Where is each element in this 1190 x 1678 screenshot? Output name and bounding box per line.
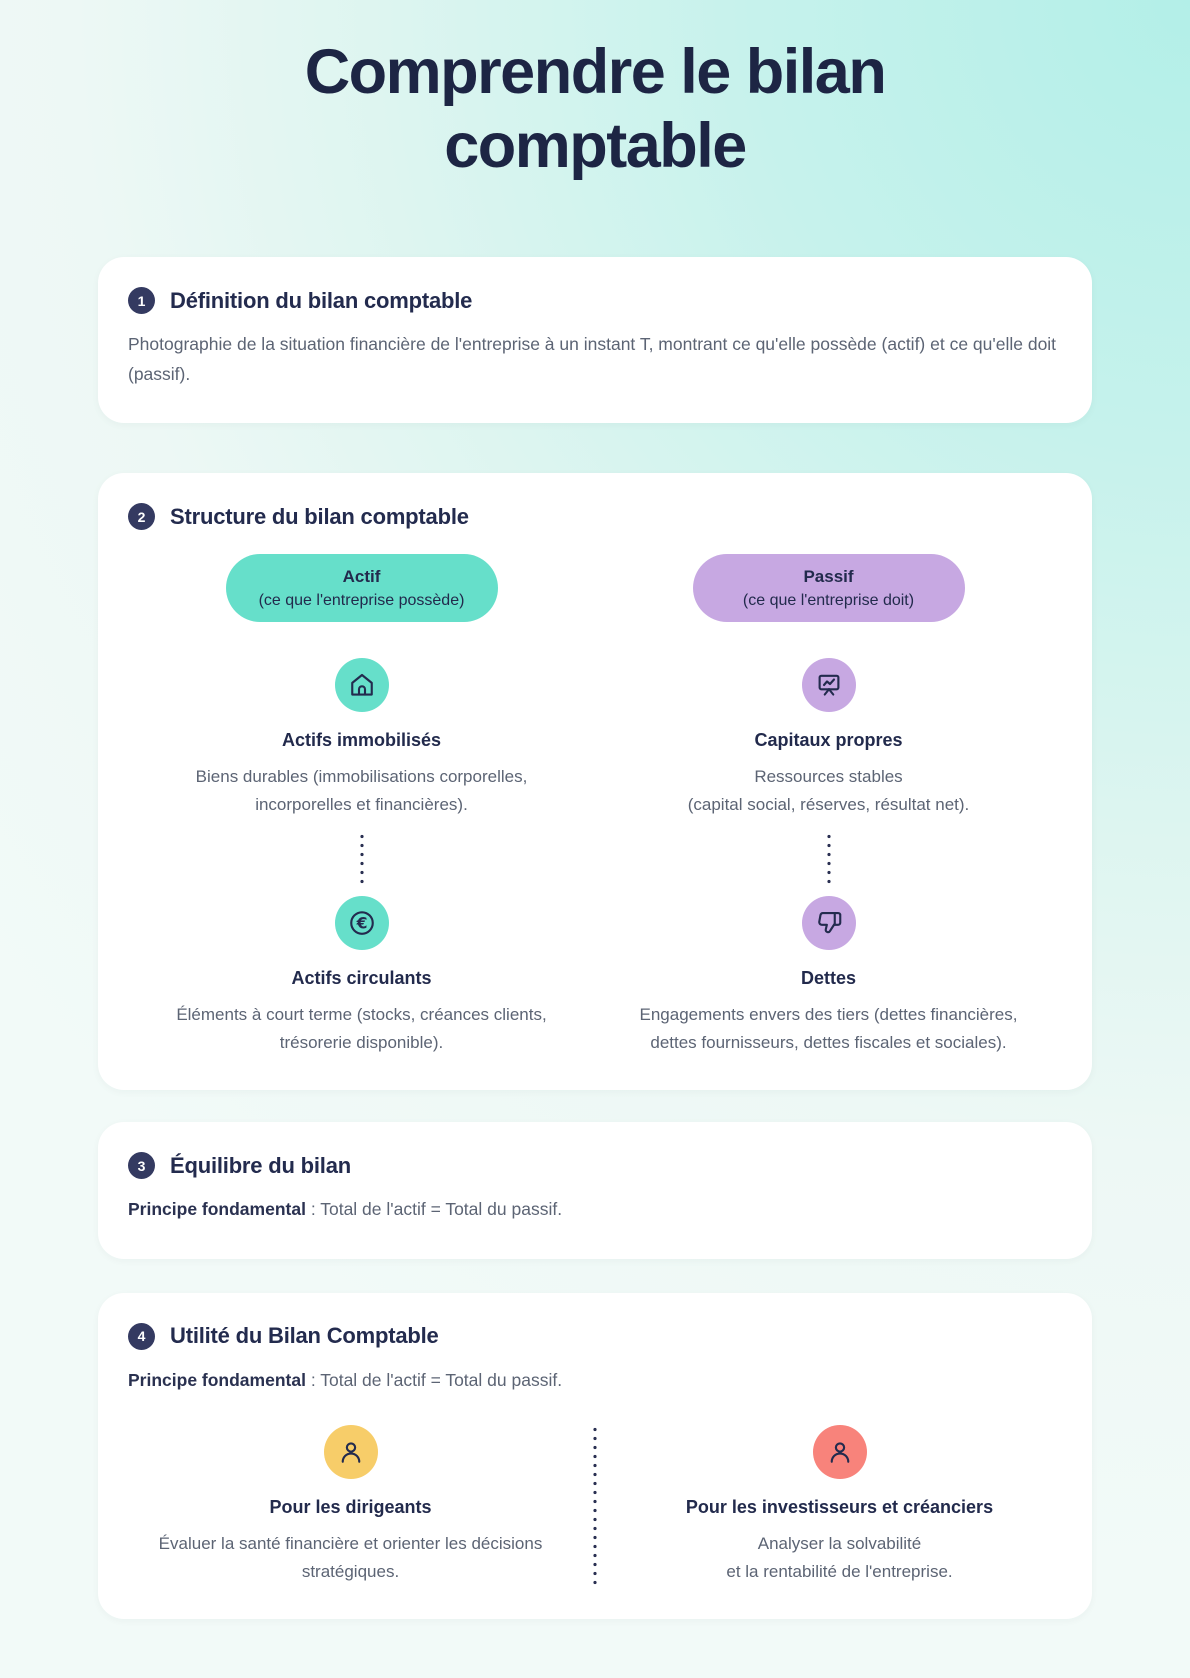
section-heading: Équilibre du bilan bbox=[170, 1152, 351, 1178]
column-actif: Actif (ce que l'entreprise possède) Acti… bbox=[128, 530, 595, 1056]
house-icon bbox=[347, 670, 377, 700]
euro-icon: € bbox=[347, 908, 377, 938]
item-title: Actifs circulants bbox=[291, 968, 432, 989]
presentation-chart-icon bbox=[814, 670, 844, 700]
column-dirigeants: Pour les dirigeants Évaluer la santé fin… bbox=[128, 1424, 573, 1585]
section-number-badge: 1 bbox=[128, 287, 155, 315]
item-text: Biens durables (immobilisations corporel… bbox=[195, 767, 528, 814]
passif-pill-title: Passif bbox=[803, 567, 854, 587]
item-text: Engagements envers des tiers (dettes fin… bbox=[639, 1005, 1018, 1052]
section-definition: 1 Définition du bilan comptable Photogra… bbox=[98, 257, 1092, 424]
column-passif: Passif (ce que l'entreprise doit) bbox=[595, 530, 1062, 1056]
capitaux-propres-icon-circle bbox=[801, 658, 856, 713]
principle-text: : Total de l'actif = Total du passif. bbox=[305, 1199, 563, 1220]
section-utilite: 4 Utilité du Bilan Comptable Principe fo… bbox=[98, 1292, 1092, 1620]
section-number-badge: 2 bbox=[128, 503, 155, 531]
actifs-immobilises-icon-circle bbox=[334, 658, 389, 713]
section-heading: Définition du bilan comptable bbox=[170, 287, 473, 313]
actifs-circulants-icon-circle: € bbox=[334, 896, 389, 951]
actif-pill-subtitle: (ce que l'entreprise possède) bbox=[258, 591, 465, 609]
item-title: Pour les investisseurs et créanciers bbox=[685, 1496, 994, 1517]
item-title: Capitaux propres bbox=[754, 730, 903, 751]
item-title: Actifs immobilisés bbox=[281, 730, 442, 751]
item-title: Pour les dirigeants bbox=[269, 1496, 432, 1517]
dirigeants-icon-circle bbox=[323, 1424, 378, 1479]
section-body-text: Photographie de la situation financière … bbox=[128, 334, 1057, 384]
infographic-page: Comprendre le bilan comptable 1 Définiti… bbox=[0, 36, 1190, 1620]
actif-pill-title: Actif bbox=[342, 567, 381, 587]
section-number-badge: 4 bbox=[128, 1322, 155, 1350]
dotted-connector bbox=[826, 832, 831, 885]
passif-pill: Passif (ce que l'entreprise doit) bbox=[692, 554, 965, 623]
person-icon bbox=[336, 1437, 366, 1467]
item-text: Ressources stables (capital social, rése… bbox=[687, 767, 970, 814]
investisseurs-icon-circle bbox=[812, 1424, 867, 1479]
principle-label: Principe fondamental bbox=[128, 1369, 306, 1390]
section-equilibre: 3 Équilibre du bilan Principe fondamenta… bbox=[98, 1122, 1092, 1259]
svg-text:€: € bbox=[355, 915, 367, 933]
section-number-badge: 3 bbox=[128, 1152, 155, 1180]
actif-pill: Actif (ce que l'entreprise possède) bbox=[225, 554, 498, 623]
thumbs-down-icon bbox=[814, 908, 844, 938]
item-text: Analyser la solvabilité et la rentabilit… bbox=[726, 1533, 953, 1581]
section-heading: Utilité du Bilan Comptable bbox=[170, 1323, 439, 1349]
section-structure: 2 Structure du bilan comptable Actif (ce… bbox=[98, 473, 1092, 1091]
section-heading: Structure du bilan comptable bbox=[170, 503, 469, 529]
dotted-divider bbox=[593, 1424, 597, 1586]
person-icon bbox=[825, 1437, 855, 1467]
column-investisseurs: Pour les investisseurs et créanciers Ana… bbox=[617, 1424, 1062, 1585]
dettes-icon-circle bbox=[801, 896, 856, 951]
principle-statement: Principe fondamental : Total de l'actif … bbox=[128, 1195, 1062, 1224]
principle-label: Principe fondamental bbox=[128, 1199, 306, 1220]
principle-text: : Total de l'actif = Total du passif. bbox=[305, 1369, 563, 1390]
passif-pill-subtitle: (ce que l'entreprise doit) bbox=[742, 591, 915, 609]
item-text: Éléments à court terme (stocks, créances… bbox=[176, 1005, 547, 1052]
item-text: Évaluer la santé financière et orienter … bbox=[158, 1533, 543, 1581]
principle-statement: Principe fondamental : Total de l'actif … bbox=[128, 1366, 1062, 1395]
item-title: Dettes bbox=[800, 968, 857, 989]
dotted-connector bbox=[359, 832, 364, 885]
page-title: Comprendre le bilan comptable bbox=[304, 37, 887, 181]
